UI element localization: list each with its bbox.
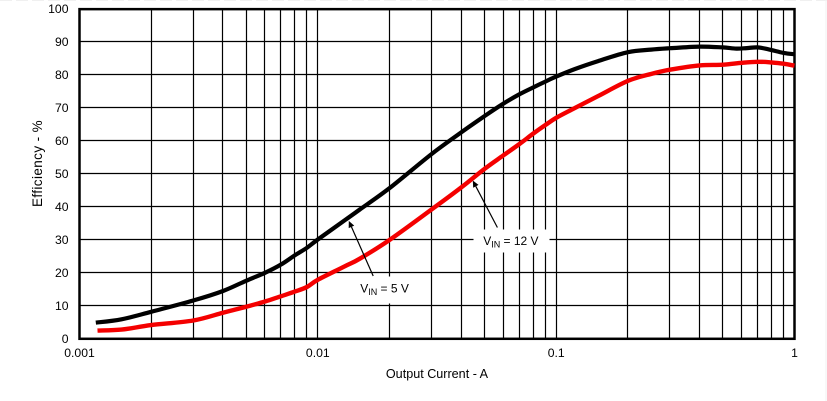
svg-text:70: 70 <box>55 101 69 115</box>
svg-text:VIN = 5 V: VIN = 5 V <box>360 282 409 298</box>
svg-text:1: 1 <box>791 346 798 360</box>
svg-text:10: 10 <box>55 299 69 313</box>
svg-text:80: 80 <box>55 68 69 82</box>
svg-text:40: 40 <box>55 200 69 214</box>
svg-text:60: 60 <box>55 134 69 148</box>
svg-text:50: 50 <box>55 167 69 181</box>
svg-text:0.1: 0.1 <box>548 346 565 360</box>
svg-text:Output Current - A: Output Current - A <box>386 367 489 381</box>
svg-text:0: 0 <box>62 332 69 346</box>
svg-text:100: 100 <box>48 2 69 16</box>
svg-text:Efficiency - %: Efficiency - % <box>30 120 45 207</box>
svg-text:20: 20 <box>55 266 69 280</box>
svg-text:90: 90 <box>55 35 69 49</box>
svg-text:30: 30 <box>55 233 69 247</box>
svg-text:0.001: 0.001 <box>64 346 95 360</box>
svg-text:0.01: 0.01 <box>306 346 330 360</box>
